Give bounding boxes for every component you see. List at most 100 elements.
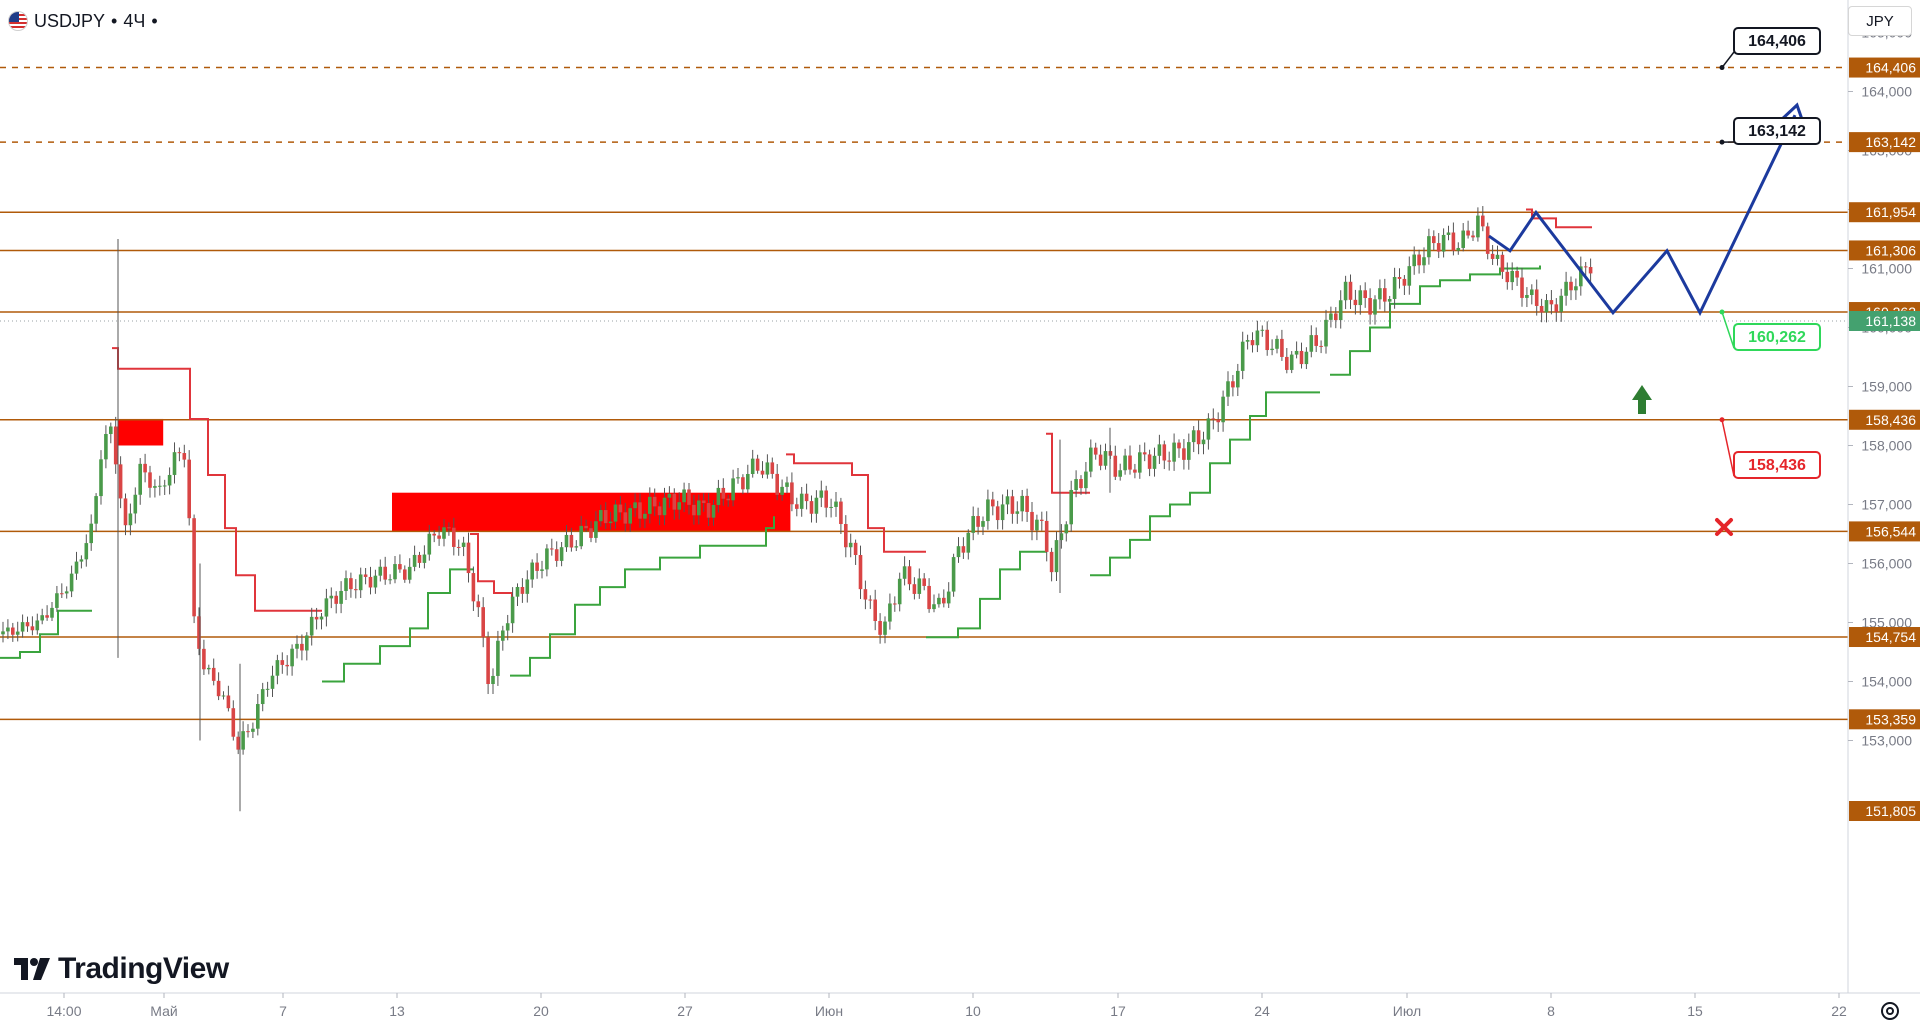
bull-candle: [1084, 471, 1088, 489]
bear-candle: [202, 648, 206, 670]
bear-candle: [1490, 253, 1495, 259]
bull-candle: [736, 477, 740, 479]
bull-candle: [319, 616, 324, 620]
bull-candle: [1559, 295, 1563, 312]
level-label-bg: [1849, 627, 1920, 648]
bear-candle: [991, 499, 995, 507]
bear-candle: [471, 573, 476, 602]
bull-candle: [765, 462, 770, 475]
bear-candle: [432, 533, 436, 536]
price-tick-label: 156,000: [1861, 556, 1912, 572]
candles: [1, 206, 1593, 812]
bear-candle: [858, 555, 863, 590]
tradingview-logo[interactable]: TradingView: [14, 952, 229, 986]
level-label-bg: [1849, 801, 1920, 822]
bull-candle: [1074, 479, 1078, 490]
bull-candle: [6, 627, 10, 632]
callout-box: [1733, 27, 1821, 55]
bull-candle: [207, 667, 211, 670]
bear-candle: [638, 502, 642, 519]
level-label: 153,359: [1865, 711, 1916, 727]
bear-candle: [1280, 338, 1284, 357]
bear-candle: [437, 535, 441, 539]
currency-button[interactable]: JPY: [1848, 6, 1912, 36]
bear-candle: [741, 477, 745, 490]
bear-candle: [1093, 447, 1098, 455]
level-label-bg: [1849, 202, 1920, 223]
bull-candle: [1564, 281, 1568, 296]
bull-candle: [1245, 340, 1250, 342]
bull-candle: [1446, 232, 1451, 235]
bull-candle: [153, 486, 157, 488]
bear-candle: [1098, 454, 1103, 466]
symbol-header[interactable]: USDJPY • 4Ч •: [8, 8, 158, 34]
time-tick-label: 8: [1547, 1003, 1555, 1019]
bull-candle: [1427, 236, 1431, 258]
current-price-label: 161,138: [1865, 313, 1916, 329]
bull-candle: [133, 494, 138, 514]
bull-candle: [814, 497, 819, 514]
bull-candle: [412, 554, 417, 567]
bull-candle: [731, 478, 735, 501]
bull-candle: [1407, 266, 1412, 286]
bull-candle: [946, 591, 951, 604]
price-tick-label: 159,000: [1861, 379, 1912, 395]
bull-candle: [1574, 286, 1578, 291]
bull-candle: [501, 630, 505, 641]
brand-name: TradingView: [58, 952, 229, 985]
bull-candle: [35, 620, 40, 631]
bear-candle: [334, 595, 338, 604]
bear-candle: [569, 534, 574, 548]
bull-candle: [525, 579, 530, 594]
bull-candle: [1343, 281, 1348, 301]
bull-candle: [1255, 330, 1260, 346]
price-tick-label: 158,000: [1861, 438, 1912, 454]
header-separator-2: •: [151, 10, 158, 31]
bull-candle: [1221, 396, 1225, 423]
bear-candle: [839, 501, 843, 525]
bear-candle: [589, 528, 593, 538]
time-tick-label: Май: [150, 1003, 177, 1019]
bull-candle: [1510, 270, 1514, 283]
bull-candle: [162, 485, 167, 487]
bear-candle: [1128, 455, 1132, 470]
bull-candle: [104, 434, 108, 460]
callout-box: [1733, 451, 1821, 479]
long-entry-arrow-icon: [1632, 385, 1652, 414]
bull-candle: [275, 660, 280, 676]
bull-candle: [540, 569, 544, 571]
bull-candle: [491, 675, 495, 685]
bull-candle: [633, 502, 637, 509]
callout-text-stop: 158,436: [1748, 457, 1806, 474]
bear-candle: [368, 576, 373, 588]
bull-candle: [986, 499, 990, 522]
gear-icon[interactable]: [1876, 998, 1904, 1024]
time-tick-label: 22: [1831, 1003, 1847, 1019]
bear-candle: [844, 524, 848, 548]
bear-candle: [1113, 455, 1118, 477]
bull-candle: [1236, 370, 1240, 388]
bull-candle: [50, 607, 54, 618]
bear-candle: [584, 525, 588, 529]
bull-candle: [241, 731, 245, 750]
trail-down-line: [112, 347, 322, 612]
bear-candle: [1539, 305, 1544, 313]
bull-candle: [309, 616, 314, 636]
bear-candle: [809, 501, 814, 514]
bear-candle: [1588, 267, 1593, 274]
bull-candle: [902, 566, 907, 579]
level-label-bg: [1849, 132, 1920, 153]
bear-candle: [1353, 299, 1358, 306]
bull-candle: [109, 426, 113, 435]
bear-candle: [452, 527, 456, 547]
bull-candle: [897, 578, 902, 605]
trail-up-line: [510, 516, 775, 677]
bear-candle: [1348, 281, 1353, 300]
bear-candle: [1383, 288, 1387, 302]
time-tick-label: 27: [677, 1003, 693, 1019]
bear-candle: [1167, 460, 1171, 462]
bear-candle: [123, 498, 128, 526]
bull-candle: [1240, 341, 1245, 371]
bull-candle: [1441, 234, 1446, 252]
